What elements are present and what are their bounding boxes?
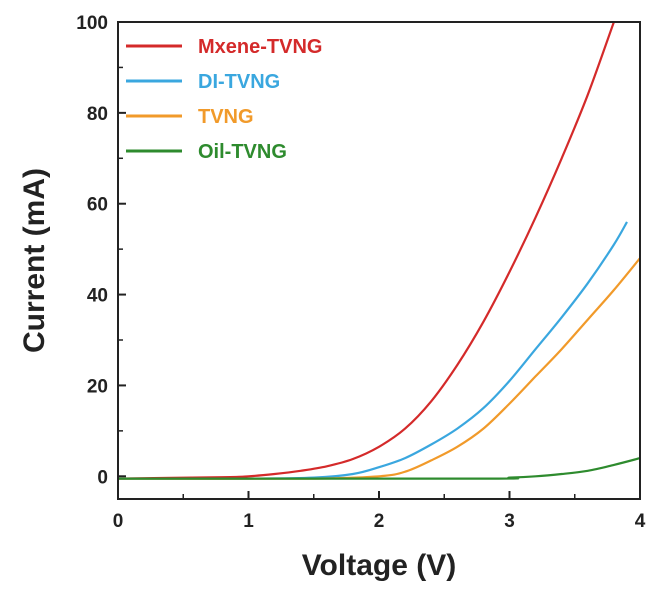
plot-frame [117, 21, 641, 500]
x-tick-label: 0 [113, 511, 124, 532]
x-tick-label: 2 [374, 511, 385, 532]
y-tick-label: 60 [87, 195, 108, 216]
axis-ticks [117, 21, 641, 499]
y-tick-label: 0 [97, 467, 108, 488]
y-tick-label: 40 [87, 286, 108, 307]
x-tick-label: 4 [635, 511, 646, 532]
series-lines [117, 21, 641, 480]
legend-label: DI-TVNG [198, 71, 280, 93]
y-tick-label: 20 [87, 376, 108, 397]
series-line-mxene-tvng [117, 21, 615, 480]
y-axis-title: Current (mA) [18, 168, 51, 353]
series-line-oil-tvng [117, 457, 641, 480]
x-tick-label: 1 [243, 511, 254, 532]
legend-label: TVNG [198, 106, 254, 128]
legend-label: Oil-TVNG [198, 141, 287, 163]
legend: Mxene-TVNG DI-TVNG TVNG Oil-TVNG [126, 36, 322, 163]
y-tick-label: 100 [76, 13, 108, 34]
series-line-di-tvng [117, 221, 628, 480]
legend-label: Mxene-TVNG [198, 36, 322, 58]
y-tick-label: 80 [87, 104, 108, 125]
x-tick-label: 3 [504, 511, 515, 532]
x-axis-title: Voltage (V) [302, 549, 456, 582]
